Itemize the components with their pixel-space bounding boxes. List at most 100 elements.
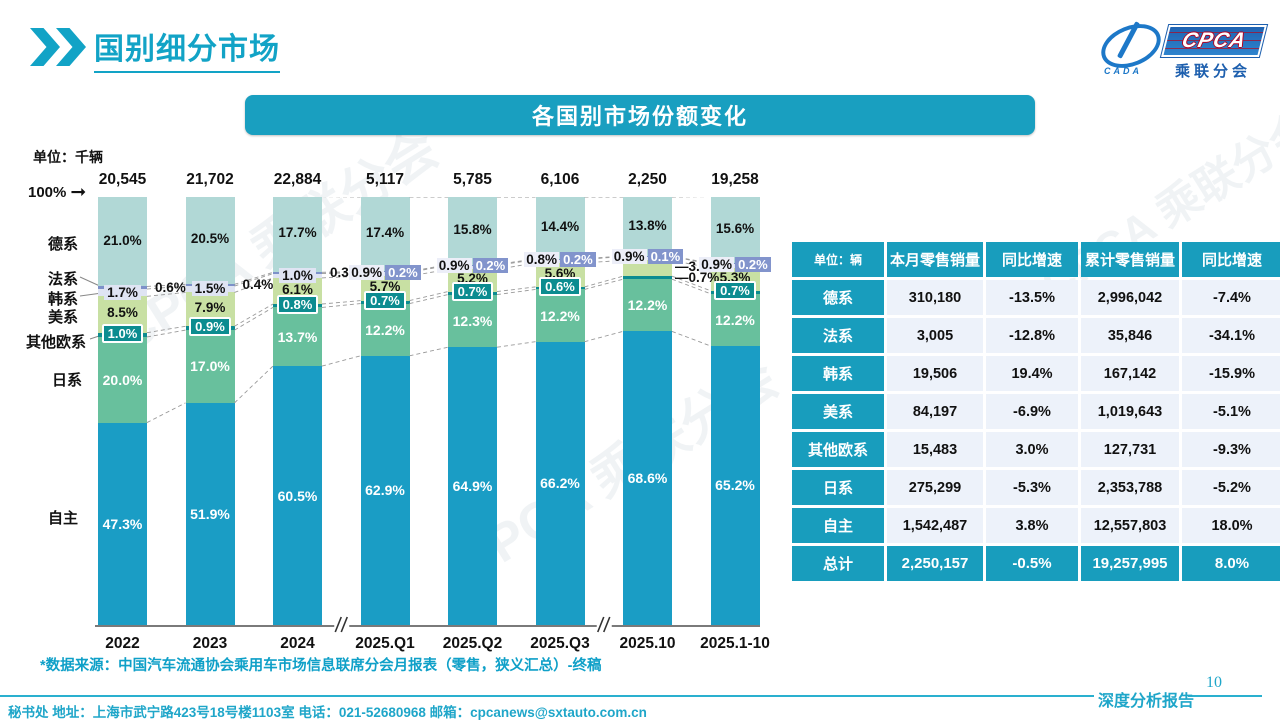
bar-segment-德系 bbox=[273, 196, 322, 273]
bar-segment-其他欧系 bbox=[535, 286, 585, 290]
bar-segment-其他欧系 bbox=[360, 300, 410, 304]
x-axis-label: 2025.Q3 bbox=[530, 635, 590, 652]
table-cell: 2,353,788 bbox=[1081, 470, 1179, 505]
table-cell: -13.5% bbox=[986, 280, 1078, 315]
bar-segment-自主 bbox=[98, 422, 147, 625]
logo-cada-text: CADA bbox=[1104, 66, 1142, 76]
logo-subbrand-text: 乘联分会 bbox=[1174, 63, 1251, 80]
axis-label-german: 德系 bbox=[48, 236, 79, 253]
table-cell: 19.4% bbox=[986, 356, 1078, 391]
chart-banner-title: 各国别市场份额变化 bbox=[245, 95, 1035, 135]
table-row-label: 日系 bbox=[792, 470, 884, 505]
table-row-label: 自主 bbox=[792, 508, 884, 543]
bar-segment-自主 bbox=[273, 366, 322, 625]
callout-french: 0.6% bbox=[155, 279, 186, 295]
bar-segment-美系 bbox=[535, 262, 585, 287]
bar-segment-法系 bbox=[448, 264, 497, 266]
x-axis-label: 2025.Q2 bbox=[442, 635, 503, 652]
x-axis-label: 2025.Q1 bbox=[355, 635, 415, 652]
x-axis-label: 2025.1-10 bbox=[700, 635, 770, 652]
bar-total-label: 22,884 bbox=[273, 171, 322, 188]
bar-segment-其他欧系 bbox=[623, 276, 672, 280]
table-total-label: 总计 bbox=[792, 546, 884, 581]
logo-cpca-badge: CPCA bbox=[1159, 24, 1269, 58]
table-cell: -6.9% bbox=[986, 394, 1078, 429]
bar-segment-日系 bbox=[360, 303, 410, 356]
table-row-label: 韩系 bbox=[792, 356, 884, 391]
bar-total-label: 6,106 bbox=[540, 171, 580, 188]
bar-segment-自主 bbox=[710, 345, 760, 625]
table-cell: -5.1% bbox=[1182, 394, 1280, 429]
bar-segment-韩系 bbox=[360, 272, 410, 277]
chevron-icon bbox=[30, 28, 60, 66]
table-total-cell: -0.5% bbox=[986, 546, 1078, 581]
table-cell: 3.8% bbox=[986, 508, 1078, 543]
bar-segment-美系 bbox=[360, 276, 410, 301]
table-total-cell: 8.0% bbox=[1182, 546, 1280, 581]
table-cell: 1,542,487 bbox=[887, 508, 983, 543]
bar-segment-德系 bbox=[360, 197, 410, 272]
bar-segment-其他欧系 bbox=[98, 332, 147, 337]
table-cell: 167,142 bbox=[1081, 356, 1179, 391]
table-row-label: 美系 bbox=[792, 394, 884, 429]
table-cell: -5.3% bbox=[986, 470, 1078, 505]
bar-segment-韩系 bbox=[273, 273, 322, 278]
table-cell: 19,506 bbox=[887, 356, 983, 391]
callout-french: 0.3% bbox=[330, 264, 361, 280]
table-cell: 18.0% bbox=[1182, 508, 1280, 543]
footer-divider bbox=[0, 695, 1094, 697]
bar-segment-自主 bbox=[448, 347, 497, 625]
bar-segment-法系 bbox=[273, 272, 322, 274]
table-cell: 15,483 bbox=[887, 432, 983, 467]
bar-segment-美系 bbox=[185, 292, 235, 327]
chevron-icon bbox=[56, 28, 86, 66]
axis-label-other-eu: 其他欧系 bbox=[26, 334, 87, 351]
table-cell: -12.8% bbox=[986, 318, 1078, 353]
footer-contact-text: 秘书处 地址：上海市武宁路423号18号楼1103室 电话：021-526809… bbox=[8, 705, 647, 720]
callout-french: 0.4% bbox=[242, 277, 274, 293]
table-row-label: 其他欧系 bbox=[792, 432, 884, 467]
right-arrow-icon: ➞ bbox=[70, 181, 87, 203]
axis-100-text: 100% bbox=[28, 184, 67, 201]
bar-segment-韩系 bbox=[185, 286, 235, 293]
axis-label-japanese: 日系 bbox=[52, 372, 83, 389]
logo-cpca-text: CPCA bbox=[1179, 29, 1249, 52]
bar-segment-德系 bbox=[185, 196, 235, 285]
bar-segment-法系 bbox=[360, 271, 410, 273]
axis-label-domestic: 自主 bbox=[48, 510, 79, 527]
table-row-label: 法系 bbox=[792, 318, 884, 353]
bar-total-label: 5,785 bbox=[453, 171, 492, 188]
footer-divider bbox=[1188, 695, 1262, 697]
table-cell: 310,180 bbox=[887, 280, 983, 315]
bar-segment-其他欧系 bbox=[448, 291, 497, 295]
bar-segment-美系 bbox=[623, 260, 672, 277]
bar-segment-法系 bbox=[710, 263, 760, 265]
bar-segment-德系 bbox=[98, 196, 147, 287]
bar-segment-法系 bbox=[98, 286, 147, 289]
bar-segment-韩系 bbox=[623, 256, 672, 261]
bar-segment-日系 bbox=[185, 330, 235, 403]
bar-segment-法系 bbox=[535, 258, 585, 260]
bar-total-label: 21,702 bbox=[186, 171, 234, 188]
table-total-cell: 2,250,157 bbox=[887, 546, 983, 581]
table-cell: -7.4% bbox=[1182, 280, 1280, 315]
table-unit-header: 单位：辆 bbox=[792, 242, 884, 277]
x-axis-label: 2025.10 bbox=[619, 635, 676, 652]
bar-segment-自主 bbox=[360, 355, 410, 625]
bar-segment-韩系 bbox=[535, 259, 585, 263]
x-axis-label: 2024 bbox=[280, 635, 315, 652]
table-column-header: 同比增速 bbox=[1182, 242, 1280, 277]
bar-segment-其他欧系 bbox=[273, 304, 322, 308]
bar-total-label: 20,545 bbox=[98, 171, 147, 188]
table-cell: 12,557,803 bbox=[1081, 508, 1179, 543]
table-column-header: 同比增速 bbox=[986, 242, 1078, 277]
table-total-cell: 19,257,995 bbox=[1081, 546, 1179, 581]
bar-total-label: 2,250 bbox=[628, 171, 667, 188]
table-cell: 3.0% bbox=[986, 432, 1078, 467]
bar-segment-日系 bbox=[273, 307, 322, 367]
bar-segment-美系 bbox=[98, 296, 147, 333]
cpca-logo: CADA CPCA 乘联分会 bbox=[1094, 15, 1269, 80]
stacked-bar-chart: 20,545 2022 21,702 2023 22,884 2024 5,117 2025.… bbox=[95, 171, 771, 652]
table-cell: -9.3% bbox=[1182, 432, 1280, 467]
bar-segment-其他欧系 bbox=[185, 326, 235, 331]
